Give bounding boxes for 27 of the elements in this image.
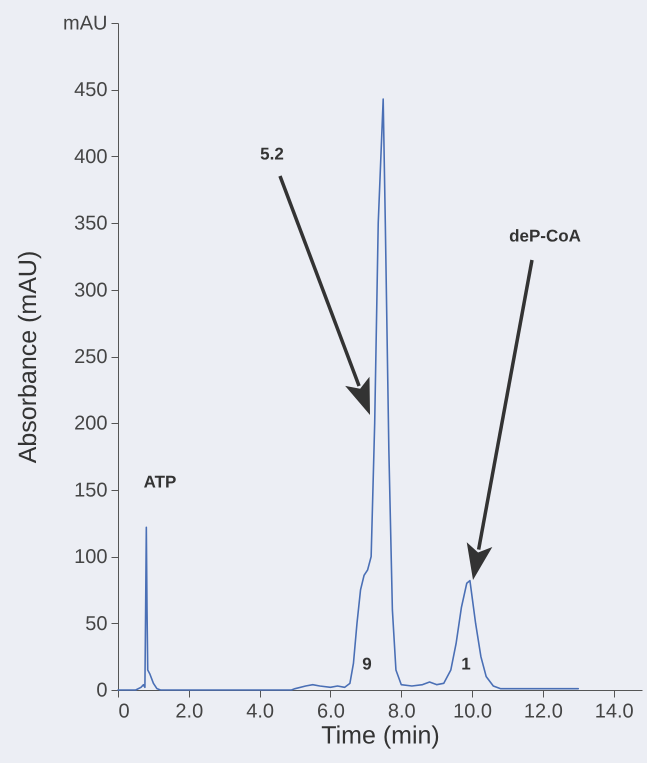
- y-tick-label: 100: [74, 546, 108, 568]
- y-tick-label: 0: [96, 680, 108, 702]
- y-tick-label: 50: [85, 612, 108, 635]
- y-tick-label: 150: [74, 479, 108, 502]
- y-tick-label: 450: [74, 79, 108, 102]
- x-tick-label: 4.0: [246, 700, 274, 722]
- annotation: deP-CoA: [509, 226, 581, 246]
- x-tick-label: 12.0: [524, 700, 563, 722]
- y-tick-label: 350: [74, 212, 108, 235]
- x-tick-label: 6.0: [317, 700, 345, 722]
- x-tick-label: 2.0: [175, 700, 204, 722]
- y-tick-label: 200: [74, 412, 108, 435]
- y-axis-title: Absorbance (mAU): [14, 250, 42, 464]
- y-tick-label: 300: [74, 279, 108, 302]
- annotation: 1: [461, 654, 471, 674]
- x-tick-label: 8.0: [388, 700, 416, 722]
- x-tick-label: 10.0: [453, 700, 492, 722]
- x-axis-title: Time (min): [321, 722, 440, 750]
- annotation: ATP: [144, 472, 176, 492]
- annotation: 5.2: [260, 144, 284, 164]
- x-tick-label: 14.0: [594, 700, 634, 722]
- annotation: 9: [362, 654, 372, 674]
- line-series: [117, 98, 580, 691]
- y-tick-label: 400: [74, 146, 108, 168]
- y-tick-label: 250: [74, 346, 108, 368]
- y-tick-label: mAU: [63, 12, 108, 34]
- x-tick-label: 0: [118, 700, 130, 722]
